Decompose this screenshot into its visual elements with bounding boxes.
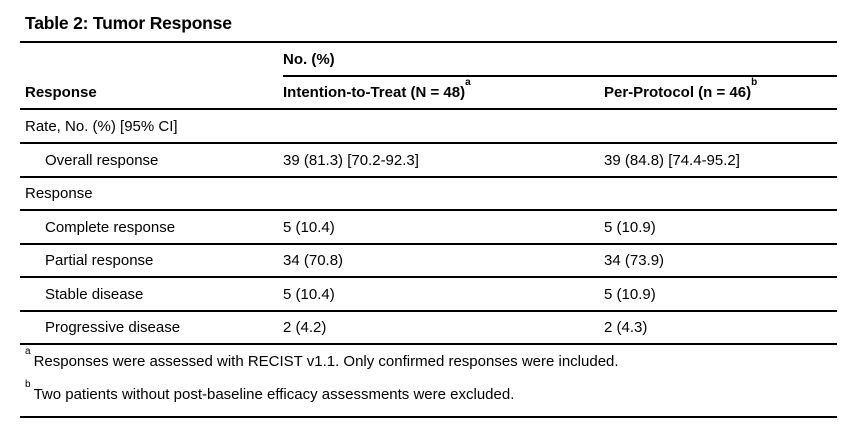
section-label: Rate, No. (%) [95% CI] <box>25 117 178 135</box>
spanner-label: No. (%) <box>283 50 335 68</box>
section-row-response: Response <box>20 178 837 211</box>
cell-itt: 5 (10.4) <box>283 218 335 236</box>
cell-pp: 39 (84.8) [74.4-95.2] <box>604 151 740 169</box>
spanner-cell: No. (%) <box>283 43 837 77</box>
footnote-b: bTwo patients without post-baseline effi… <box>25 380 837 405</box>
cell-itt: 34 (70.8) <box>283 252 344 269</box>
table-title: Table 2: Tumor Response <box>20 8 837 43</box>
cell-pp: 2 (4.3) <box>604 319 648 336</box>
header-row: Response Intention-to-Treat (N = 48)a Pe… <box>20 77 837 110</box>
table-row-overall-response: Overall response 39 (81.3) [70.2-92.3] 3… <box>20 144 837 178</box>
cell-pp: 5 (10.9) <box>604 285 656 303</box>
spanner-spacer <box>20 43 283 77</box>
row-label: Complete response <box>45 218 176 236</box>
section-row-rate: Rate, No. (%) [95% CI] <box>20 110 837 144</box>
footnotes-section: aResponses were assessed with RECIST v1.… <box>20 347 837 418</box>
column-header-response: Response <box>25 84 97 101</box>
spanner-row: No. (%) <box>20 43 837 77</box>
column-header-per-protocol: Per-Protocol (n = 46)b <box>604 78 837 102</box>
column-header-itt-label: Intention-to-Treat (N = 48) <box>283 84 466 101</box>
footnote-marker-a-ref: a <box>465 77 471 88</box>
footnote-a: aResponses were assessed with RECIST v1.… <box>25 347 837 372</box>
footnote-a-text: Responses were assessed with RECIST v1.1… <box>33 353 619 370</box>
column-header-intention-to-treat: Intention-to-Treat (N = 48)a <box>283 78 604 102</box>
tumor-response-table: Table 2: Tumor Response No. (%) Response… <box>20 8 837 418</box>
row-label: Partial response <box>45 252 154 269</box>
table-row-stable-disease: Stable disease 5 (10.4) 5 (10.9) <box>20 278 837 312</box>
row-label: Stable disease <box>45 285 144 303</box>
cell-itt: 2 (4.2) <box>283 319 327 336</box>
table-row-partial-response: Partial response 34 (70.8) 34 (73.9) <box>20 245 837 278</box>
footnote-b-marker: b <box>25 379 31 390</box>
cell-itt: 39 (81.3) [70.2-92.3] <box>283 151 419 169</box>
footnote-a-marker: a <box>25 346 31 357</box>
row-label: Overall response <box>45 151 159 169</box>
row-label: Progressive disease <box>45 319 181 336</box>
section-label: Response <box>25 185 93 202</box>
column-header-pp-label: Per-Protocol (n = 46) <box>604 84 752 101</box>
footnote-marker-b-ref: b <box>751 77 758 88</box>
table-row-complete-response: Complete response 5 (10.4) 5 (10.9) <box>20 211 837 245</box>
cell-pp: 5 (10.9) <box>604 218 656 236</box>
cell-pp: 34 (73.9) <box>604 252 665 269</box>
cell-itt: 5 (10.4) <box>283 285 335 303</box>
table-row-progressive-disease: Progressive disease 2 (4.2) 2 (4.3) <box>20 312 837 345</box>
footnote-b-text: Two patients without post-baseline effic… <box>33 386 515 403</box>
